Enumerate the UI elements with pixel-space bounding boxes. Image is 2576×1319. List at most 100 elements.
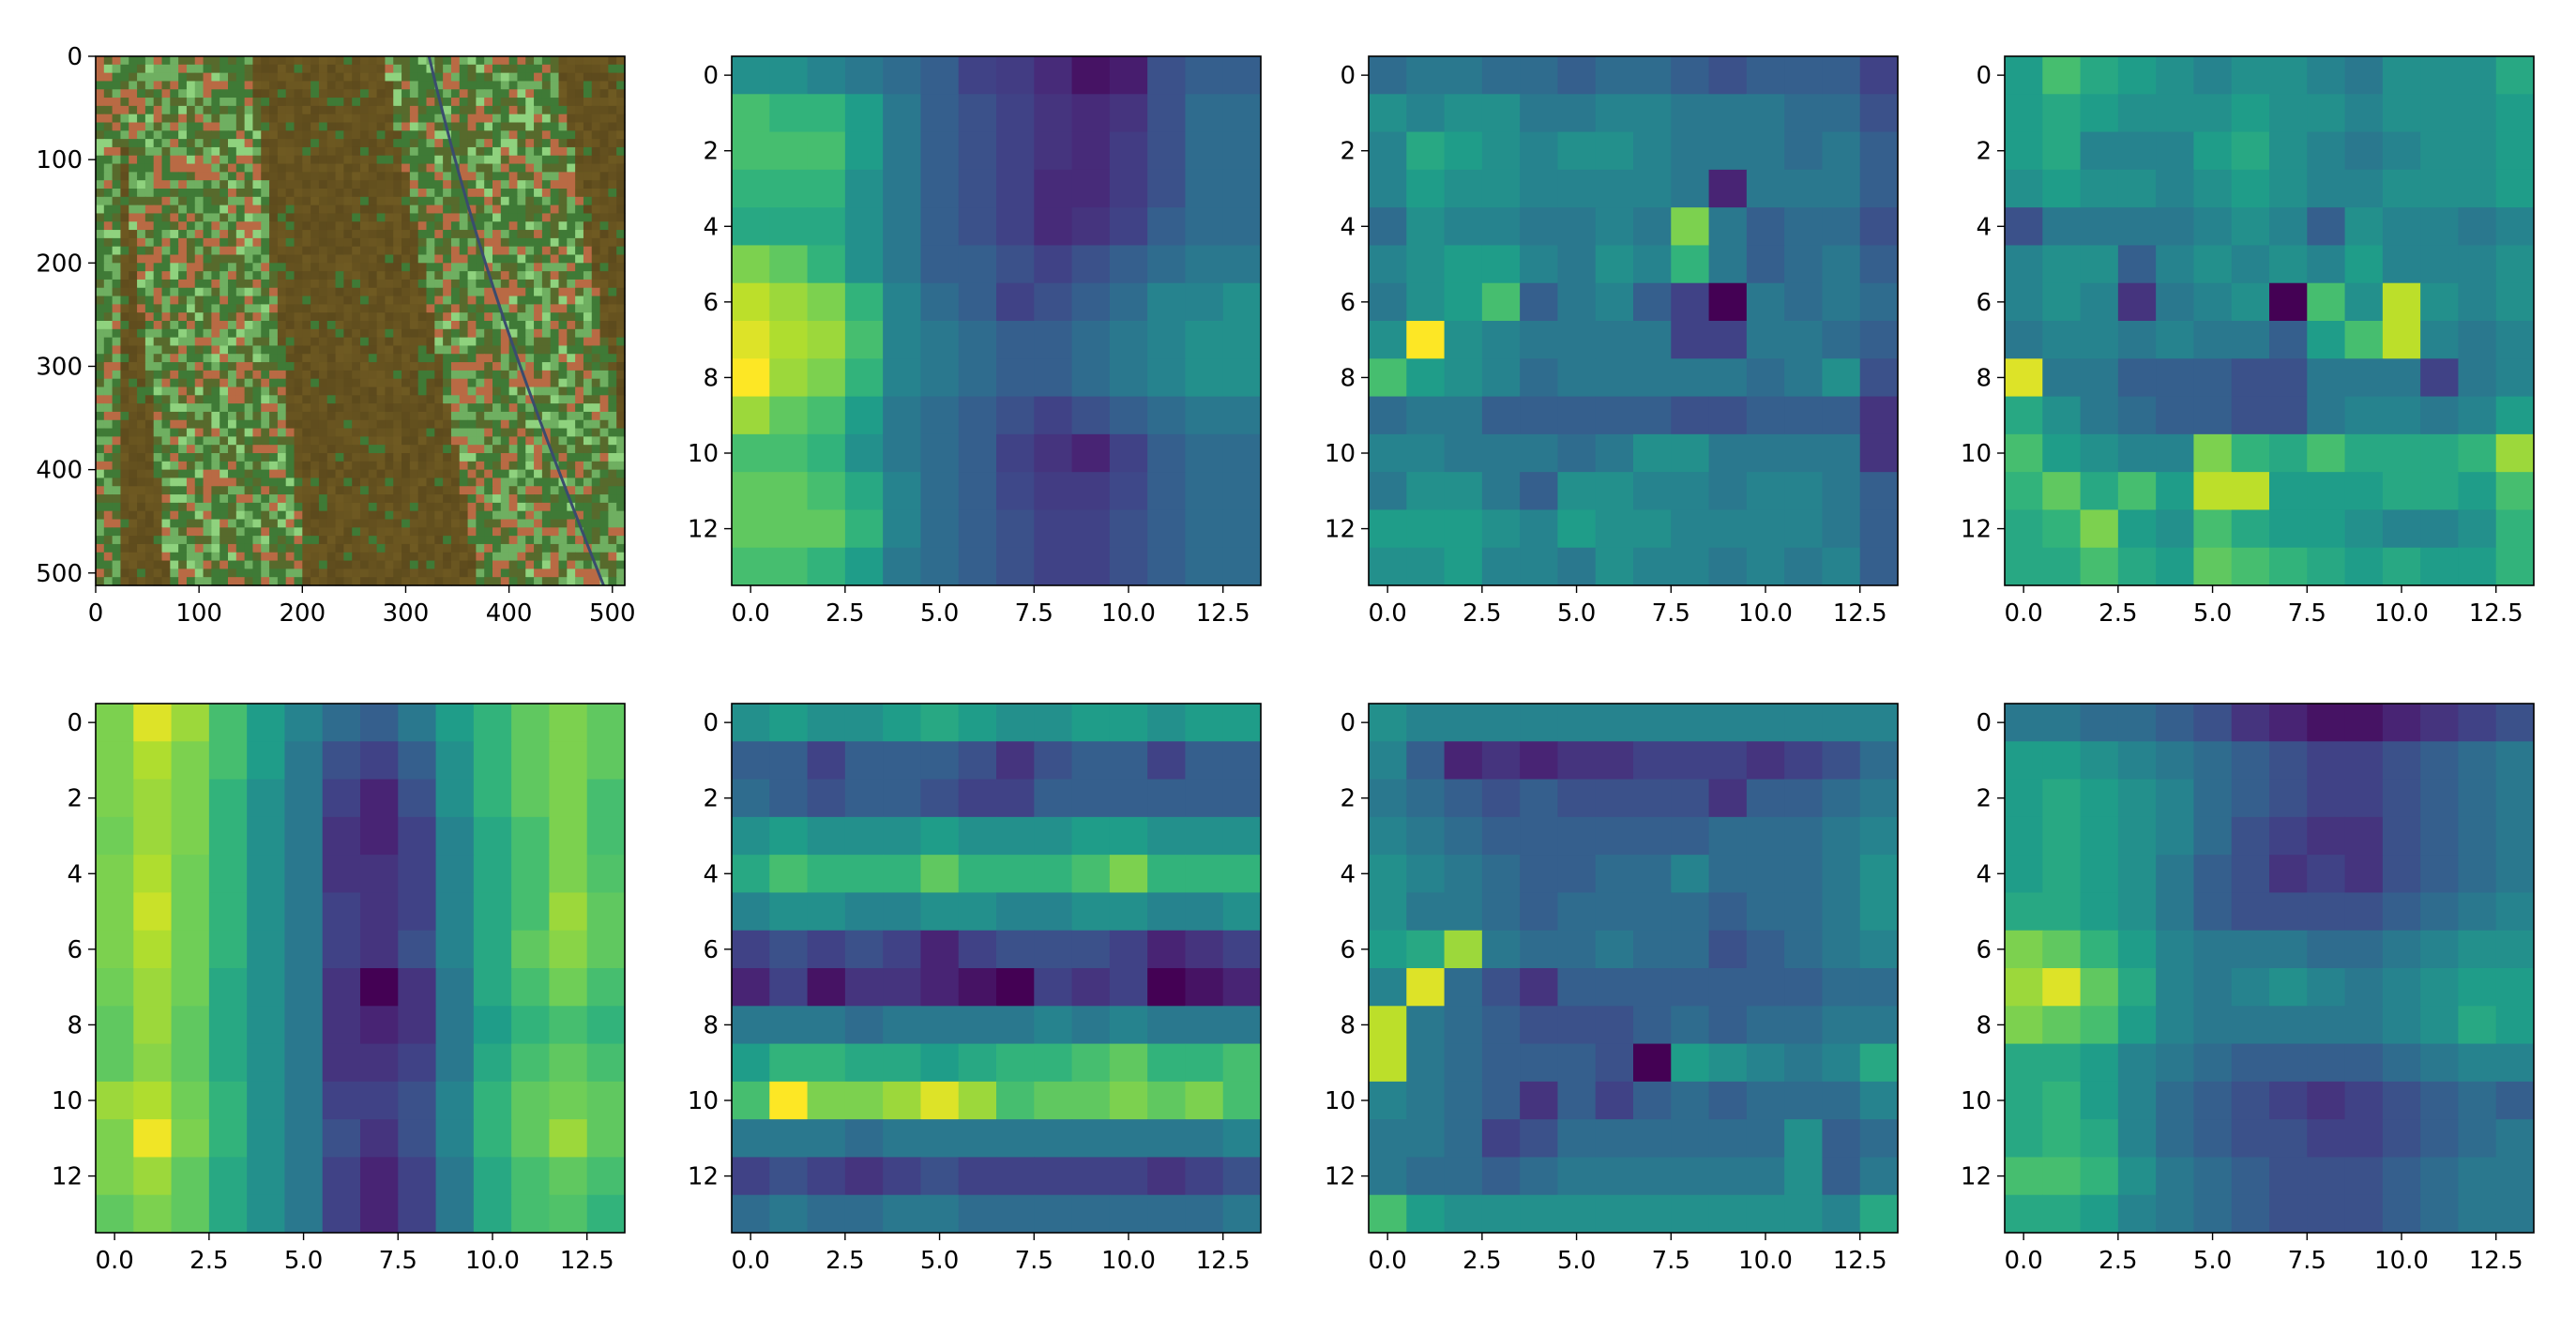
heatmap-cell	[958, 56, 997, 95]
heatmap-cell	[1147, 433, 1186, 473]
heatmap-cell	[2005, 855, 2043, 893]
heatmap-cell	[1406, 509, 1446, 549]
heatmap-cell	[844, 1194, 884, 1234]
heatmap-cell	[2117, 1043, 2157, 1083]
x-tick-label: 2.5	[826, 1247, 864, 1275]
heatmap-cell	[322, 1043, 361, 1083]
heatmap-cell	[2420, 472, 2459, 510]
heatmap-cell	[1708, 1081, 1748, 1120]
heatmap-cell	[1109, 1194, 1148, 1234]
heatmap-cell	[1746, 1006, 1785, 1045]
heatmap-cell	[807, 816, 846, 856]
heatmap-cell	[1109, 321, 1148, 359]
heatmap-cell	[1406, 169, 1446, 208]
heatmap-cell	[1557, 930, 1597, 969]
heatmap-cell	[1859, 930, 1899, 969]
heatmap-cell	[2382, 396, 2421, 435]
heatmap-cell	[1633, 704, 1672, 742]
heatmap-cell	[284, 779, 324, 818]
heatmap-cell	[2117, 741, 2157, 781]
x-tick-label: 10.0	[1738, 1247, 1793, 1275]
heatmap-cell	[2382, 245, 2421, 284]
heatmap-cell	[2458, 1043, 2497, 1083]
heatmap-cell	[920, 56, 960, 95]
heatmap-cell	[1520, 968, 1558, 1007]
heatmap-cell	[1671, 396, 1710, 435]
heatmap-cell	[2420, 704, 2459, 742]
heatmap-cell	[732, 1119, 770, 1158]
heatmap-cell	[1746, 1043, 1785, 1083]
heatmap-cell	[1109, 56, 1148, 95]
heatmap-cell	[769, 930, 809, 969]
heatmap-cell	[1746, 741, 1785, 781]
heatmap-cell	[1595, 1119, 1634, 1158]
heatmap-cell	[1746, 56, 1785, 95]
heatmap-cell	[1222, 547, 1262, 586]
heatmap-cell	[2193, 1119, 2233, 1158]
heatmap-cell	[2458, 358, 2497, 398]
heatmap-cell	[2307, 131, 2346, 171]
heatmap-cell	[1222, 741, 1262, 781]
heatmap-cell	[732, 207, 770, 246]
heatmap-cell	[1147, 131, 1186, 171]
heatmap-cell	[883, 321, 921, 359]
heatmap-cell	[2080, 855, 2119, 893]
heatmap-cell	[732, 1043, 770, 1083]
heatmap-cell	[2344, 779, 2384, 818]
heatmap-cell	[284, 1157, 324, 1196]
y-tick-label: 12	[52, 1163, 83, 1191]
heatmap-cell	[171, 968, 210, 1007]
heatmap-cell	[1557, 704, 1597, 742]
heatmap-cell	[1784, 207, 1823, 246]
heatmap-cell	[2495, 358, 2535, 398]
heatmap-cell	[2117, 245, 2157, 284]
heatmap-cell	[2420, 282, 2459, 322]
x-tick-label: 100	[175, 599, 222, 628]
y-tick-label: 6	[703, 289, 719, 317]
heatmap-cell	[1595, 1157, 1634, 1196]
heatmap-cell	[807, 472, 846, 510]
heatmap-cell	[1406, 1119, 1446, 1158]
heatmap-cell	[769, 472, 809, 510]
heatmap-cell	[1784, 816, 1823, 856]
heatmap-cell	[1746, 207, 1785, 246]
heatmap-cell	[208, 816, 248, 856]
heatmap-cell	[1109, 1043, 1148, 1083]
heatmap-cell	[1481, 509, 1521, 549]
heatmap-cell	[958, 1081, 997, 1120]
heatmap-cell	[2420, 94, 2459, 133]
heatmap-cell	[2458, 930, 2497, 969]
heatmap-cell	[1859, 1194, 1899, 1234]
y-tick-label: 4	[1340, 213, 1356, 241]
heatmap-cell	[360, 1157, 399, 1196]
heatmap-cell	[1746, 1157, 1785, 1196]
heatmap-cell	[1034, 816, 1073, 856]
heatmap-cell	[1406, 1043, 1446, 1083]
heatmap-cell	[1222, 1194, 1262, 1234]
heatmap-cell	[1147, 816, 1186, 856]
axes-frame	[2004, 55, 2535, 586]
x-tick-label: 5.0	[284, 1247, 323, 1275]
heatmap-cell	[586, 1157, 626, 1196]
heatmap-cell	[2344, 433, 2384, 473]
heatmap-cell	[1109, 169, 1148, 208]
heatmap-cell	[1222, 892, 1262, 932]
heatmap-cell	[2005, 1119, 2043, 1158]
heatmap-cell	[732, 169, 770, 208]
heatmap-cell	[2156, 509, 2194, 549]
heatmap-cell	[2382, 1157, 2421, 1196]
heatmap-cell	[1185, 968, 1224, 1007]
heatmap-cell	[2193, 855, 2233, 893]
heatmap-cell	[883, 968, 921, 1007]
heatmap-cell	[2231, 816, 2270, 856]
heatmap-cell	[1520, 1043, 1558, 1083]
heatmap-cell	[435, 1157, 475, 1196]
heatmap-cell	[2005, 131, 2043, 171]
heatmap-cell	[2005, 358, 2043, 398]
heatmap-cell	[473, 1194, 512, 1234]
heatmap-cell	[2307, 207, 2346, 246]
heatmap-cell	[1784, 779, 1823, 818]
heatmap-cell	[1369, 741, 1407, 781]
heatmap-cell	[208, 968, 248, 1007]
heatmap-cell	[1557, 94, 1597, 133]
